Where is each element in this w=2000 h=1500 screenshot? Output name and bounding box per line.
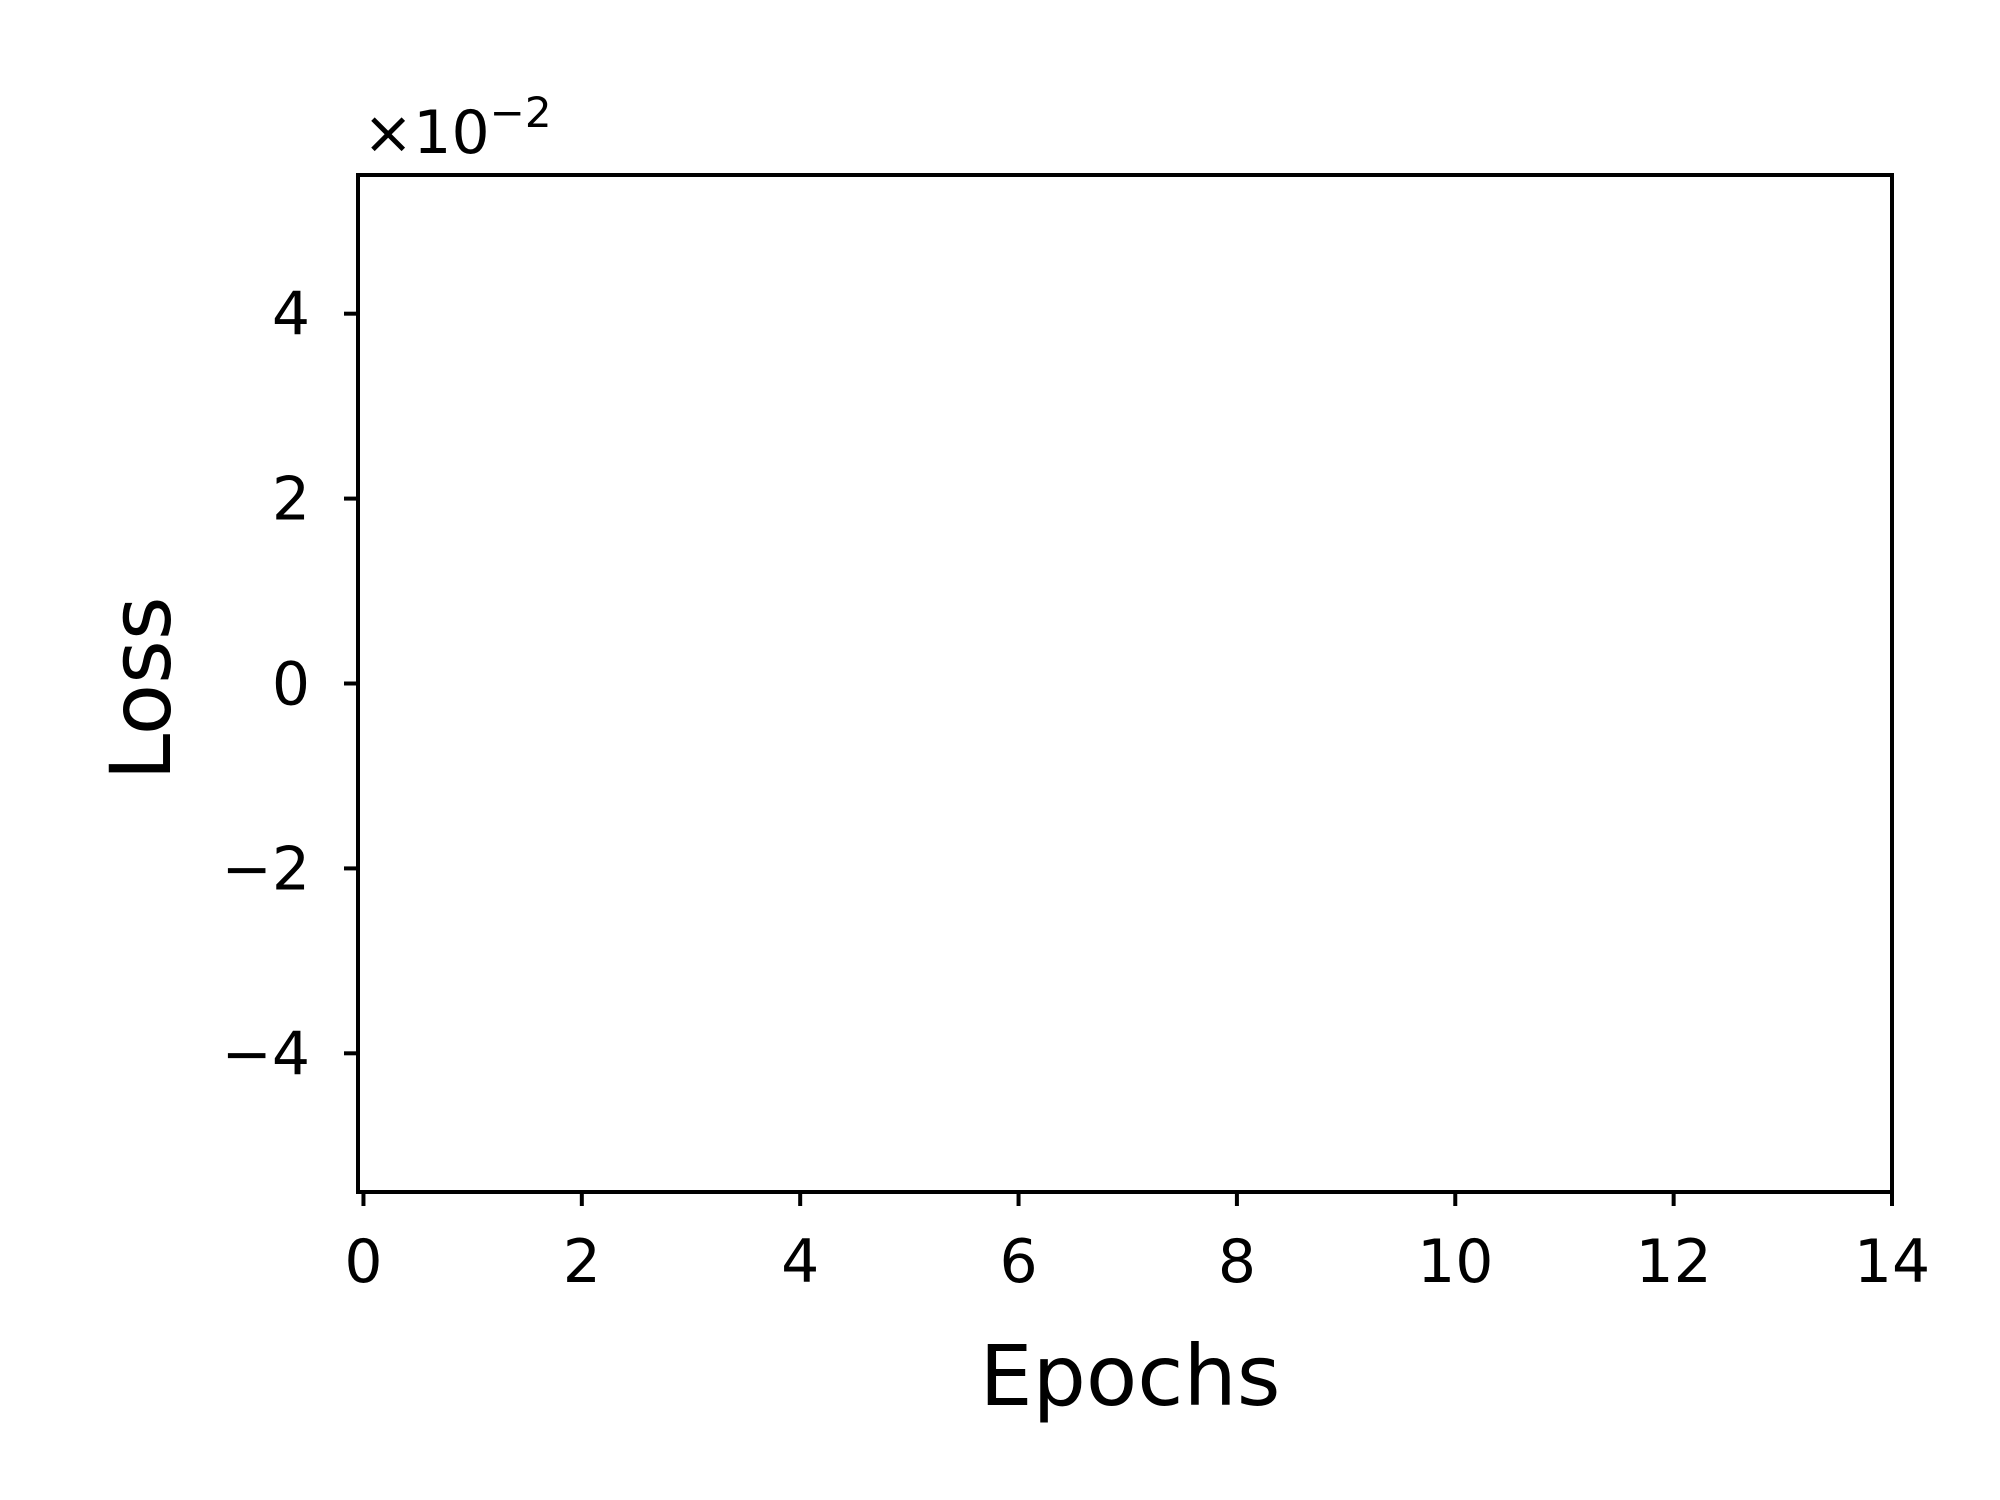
x-axis-ticks: 0 2 4 6 8 10 12 14: [344, 1192, 1930, 1297]
y-tick-label: −4: [222, 1019, 310, 1089]
y-axis-offset-exponent: −2: [490, 88, 552, 137]
x-axis-title: Epochs: [980, 1327, 1281, 1425]
x-tick-label: 12: [1635, 1227, 1711, 1297]
y-axis-offset-text: ×10−2: [363, 88, 552, 168]
y-tick-label: 0: [272, 650, 310, 720]
y-tick-label: 2: [272, 465, 310, 535]
y-tick-label: −2: [222, 834, 310, 904]
x-tick-label: 4: [781, 1227, 819, 1297]
x-tick-label: 2: [563, 1227, 601, 1297]
y-axis-offset-base: ×10: [363, 98, 490, 168]
x-tick-label: 10: [1417, 1227, 1493, 1297]
y-axis-ticks: −4 −2 0 2 4: [222, 280, 358, 1089]
y-tick-label: 4: [272, 280, 310, 350]
x-tick-label: 0: [344, 1227, 382, 1297]
x-tick-label: 6: [999, 1227, 1037, 1297]
x-tick-label: 14: [1854, 1227, 1930, 1297]
x-tick-label: 8: [1218, 1227, 1256, 1297]
y-axis-title: Loss: [92, 596, 190, 780]
